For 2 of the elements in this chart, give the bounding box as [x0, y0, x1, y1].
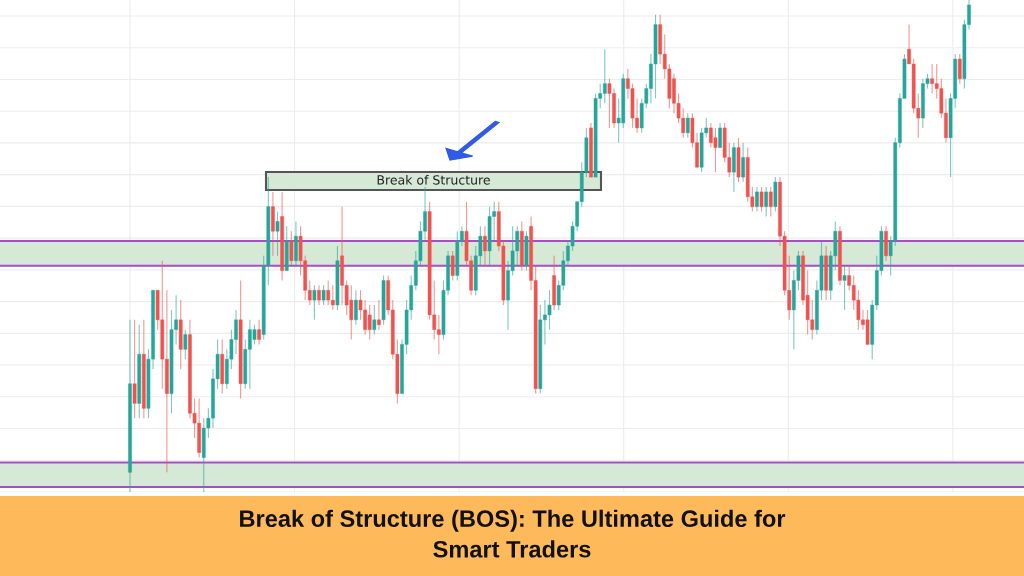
text: Break of Structure (BOS): The Ultimate Guide for Smart Traders	[240, 509, 786, 558]
annotation: Break of Structure	[377, 174, 490, 185]
